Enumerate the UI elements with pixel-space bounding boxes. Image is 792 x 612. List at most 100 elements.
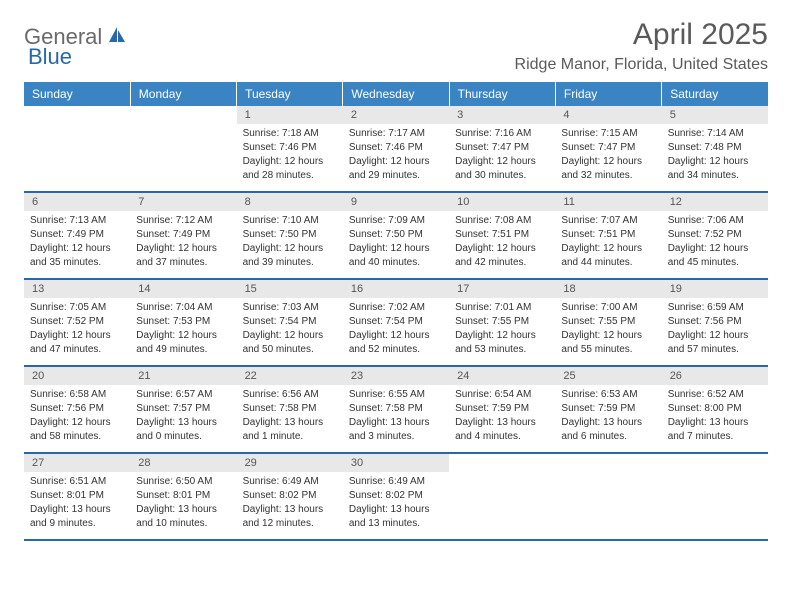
sunrise-text: Sunrise: 7:03 AM [243, 301, 337, 315]
day-number: 26 [662, 367, 768, 385]
day-number: 6 [24, 193, 130, 211]
week-row: 13Sunrise: 7:05 AMSunset: 7:52 PMDayligh… [24, 279, 768, 366]
sunset-text: Sunset: 7:47 PM [455, 141, 549, 155]
sunset-text: Sunset: 7:56 PM [30, 402, 124, 416]
day-cell: 1Sunrise: 7:18 AMSunset: 7:46 PMDaylight… [237, 106, 343, 192]
week-row: 20Sunrise: 6:58 AMSunset: 7:56 PMDayligh… [24, 366, 768, 453]
day-details: Sunrise: 7:17 AMSunset: 7:46 PMDaylight:… [343, 124, 449, 191]
day-number: 19 [662, 280, 768, 298]
sunrise-text: Sunrise: 6:49 AM [243, 475, 337, 489]
sunrise-text: Sunrise: 7:01 AM [455, 301, 549, 315]
day-header-friday: Friday [555, 82, 661, 106]
week-row: 6Sunrise: 7:13 AMSunset: 7:49 PMDaylight… [24, 192, 768, 279]
day-number: 18 [555, 280, 661, 298]
sunrise-text: Sunrise: 7:17 AM [349, 127, 443, 141]
daylight-text: Daylight: 12 hours and 42 minutes. [455, 242, 549, 270]
daylight-text: Daylight: 13 hours and 9 minutes. [30, 503, 124, 531]
sunrise-text: Sunrise: 6:51 AM [30, 475, 124, 489]
day-details: Sunrise: 6:59 AMSunset: 7:56 PMDaylight:… [662, 298, 768, 365]
day-details: Sunrise: 6:57 AMSunset: 7:57 PMDaylight:… [130, 385, 236, 452]
sunset-text: Sunset: 8:01 PM [136, 489, 230, 503]
sunset-text: Sunset: 7:51 PM [561, 228, 655, 242]
day-cell: 26Sunrise: 6:52 AMSunset: 8:00 PMDayligh… [662, 366, 768, 453]
day-cell: 8Sunrise: 7:10 AMSunset: 7:50 PMDaylight… [237, 192, 343, 279]
day-header-monday: Monday [130, 82, 236, 106]
calendar-body: .. 1Sunrise: 7:18 AMSunset: 7:46 PMDaylig… [24, 106, 768, 540]
sunrise-text: Sunrise: 7:10 AM [243, 214, 337, 228]
daylight-text: Daylight: 12 hours and 52 minutes. [349, 329, 443, 357]
sunrise-text: Sunrise: 7:15 AM [561, 127, 655, 141]
day-cell: 5Sunrise: 7:14 AMSunset: 7:48 PMDaylight… [662, 106, 768, 192]
daylight-text: Daylight: 13 hours and 1 minute. [243, 416, 337, 444]
month-title: April 2025 [515, 18, 768, 52]
day-number: 17 [449, 280, 555, 298]
day-details: Sunrise: 6:49 AMSunset: 8:02 PMDaylight:… [343, 472, 449, 539]
day-cell: . [449, 453, 555, 540]
daylight-text: Daylight: 12 hours and 50 minutes. [243, 329, 337, 357]
week-row: ..1Sunrise: 7:18 AMSunset: 7:46 PMDaylig… [24, 106, 768, 192]
sunset-text: Sunset: 8:02 PM [243, 489, 337, 503]
sunset-text: Sunset: 7:57 PM [136, 402, 230, 416]
day-cell: 13Sunrise: 7:05 AMSunset: 7:52 PMDayligh… [24, 279, 130, 366]
daylight-text: Daylight: 12 hours and 40 minutes. [349, 242, 443, 270]
sunrise-text: Sunrise: 6:57 AM [136, 388, 230, 402]
day-header-tuesday: Tuesday [237, 82, 343, 106]
day-details: Sunrise: 7:18 AMSunset: 7:46 PMDaylight:… [237, 124, 343, 191]
day-cell: 24Sunrise: 6:54 AMSunset: 7:59 PMDayligh… [449, 366, 555, 453]
day-header-wednesday: Wednesday [343, 82, 449, 106]
daylight-text: Daylight: 12 hours and 58 minutes. [30, 416, 124, 444]
sunrise-text: Sunrise: 7:06 AM [668, 214, 762, 228]
day-details: Sunrise: 7:12 AMSunset: 7:49 PMDaylight:… [130, 211, 236, 278]
daylight-text: Daylight: 12 hours and 35 minutes. [30, 242, 124, 270]
daylight-text: Daylight: 12 hours and 53 minutes. [455, 329, 549, 357]
day-number: 23 [343, 367, 449, 385]
sunset-text: Sunset: 7:55 PM [561, 315, 655, 329]
daylight-text: Daylight: 12 hours and 39 minutes. [243, 242, 337, 270]
logo-text-blue: Blue [28, 44, 72, 69]
day-cell: 25Sunrise: 6:53 AMSunset: 7:59 PMDayligh… [555, 366, 661, 453]
sunset-text: Sunset: 7:55 PM [455, 315, 549, 329]
sunrise-text: Sunrise: 6:50 AM [136, 475, 230, 489]
day-details: Sunrise: 6:52 AMSunset: 8:00 PMDaylight:… [662, 385, 768, 452]
sunset-text: Sunset: 7:54 PM [243, 315, 337, 329]
day-details: Sunrise: 7:05 AMSunset: 7:52 PMDaylight:… [24, 298, 130, 365]
day-cell: 12Sunrise: 7:06 AMSunset: 7:52 PMDayligh… [662, 192, 768, 279]
sunset-text: Sunset: 7:49 PM [30, 228, 124, 242]
day-details: Sunrise: 6:58 AMSunset: 7:56 PMDaylight:… [24, 385, 130, 452]
sunrise-text: Sunrise: 7:07 AM [561, 214, 655, 228]
daylight-text: Daylight: 12 hours and 37 minutes. [136, 242, 230, 270]
day-cell: 15Sunrise: 7:03 AMSunset: 7:54 PMDayligh… [237, 279, 343, 366]
daylight-text: Daylight: 12 hours and 30 minutes. [455, 155, 549, 183]
day-number: 28 [130, 454, 236, 472]
day-number: 24 [449, 367, 555, 385]
day-number: 30 [343, 454, 449, 472]
day-cell: 23Sunrise: 6:55 AMSunset: 7:58 PMDayligh… [343, 366, 449, 453]
day-details: Sunrise: 7:01 AMSunset: 7:55 PMDaylight:… [449, 298, 555, 365]
day-number: 12 [662, 193, 768, 211]
day-number: 21 [130, 367, 236, 385]
day-header-row: SundayMondayTuesdayWednesdayThursdayFrid… [24, 82, 768, 106]
day-details: Sunrise: 7:14 AMSunset: 7:48 PMDaylight:… [662, 124, 768, 191]
day-cell: 14Sunrise: 7:04 AMSunset: 7:53 PMDayligh… [130, 279, 236, 366]
day-cell: . [555, 453, 661, 540]
day-details: Sunrise: 7:06 AMSunset: 7:52 PMDaylight:… [662, 211, 768, 278]
day-cell: 18Sunrise: 7:00 AMSunset: 7:55 PMDayligh… [555, 279, 661, 366]
sunset-text: Sunset: 7:49 PM [136, 228, 230, 242]
location-text: Ridge Manor, Florida, United States [515, 56, 768, 74]
day-cell: 19Sunrise: 6:59 AMSunset: 7:56 PMDayligh… [662, 279, 768, 366]
sunset-text: Sunset: 7:58 PM [349, 402, 443, 416]
sunset-text: Sunset: 8:01 PM [30, 489, 124, 503]
sunset-text: Sunset: 7:51 PM [455, 228, 549, 242]
daylight-text: Daylight: 13 hours and 3 minutes. [349, 416, 443, 444]
day-cell: 10Sunrise: 7:08 AMSunset: 7:51 PMDayligh… [449, 192, 555, 279]
day-cell: 3Sunrise: 7:16 AMSunset: 7:47 PMDaylight… [449, 106, 555, 192]
daylight-text: Daylight: 13 hours and 6 minutes. [561, 416, 655, 444]
day-cell: . [662, 453, 768, 540]
day-number: 5 [662, 106, 768, 124]
daylight-text: Daylight: 12 hours and 44 minutes. [561, 242, 655, 270]
day-header-sunday: Sunday [24, 82, 130, 106]
day-cell: 7Sunrise: 7:12 AMSunset: 7:49 PMDaylight… [130, 192, 236, 279]
daylight-text: Daylight: 13 hours and 0 minutes. [136, 416, 230, 444]
sunrise-text: Sunrise: 6:49 AM [349, 475, 443, 489]
day-details: Sunrise: 7:09 AMSunset: 7:50 PMDaylight:… [343, 211, 449, 278]
